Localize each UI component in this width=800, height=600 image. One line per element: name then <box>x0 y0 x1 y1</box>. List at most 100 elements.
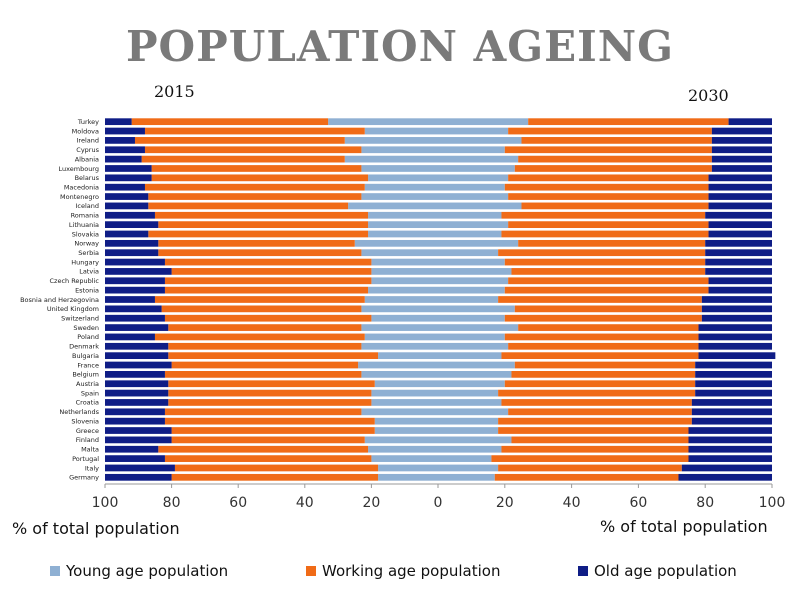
category-label-belarus: Belarus <box>75 174 100 182</box>
bar-2030-working-france <box>514 361 696 369</box>
bar-2015-young-belarus <box>368 174 438 182</box>
category-label-spain: Spain <box>81 389 99 397</box>
bar-2015-old-belgium <box>105 371 165 378</box>
bar-2030-old-portugal <box>688 455 772 462</box>
x-tick-label-left-0: 0 <box>434 495 443 511</box>
bar-2015-old-italy <box>105 464 175 472</box>
bar-2030-young-czech-republic <box>438 277 509 285</box>
bar-2030-young-france <box>438 361 515 369</box>
category-label-bulgaria: Bulgaria <box>72 352 99 360</box>
category-label-latvia: Latvia <box>79 268 99 276</box>
bar-2015-young-greece <box>374 427 438 434</box>
bar-2015-working-poland <box>154 333 365 341</box>
bar-2015-young-italy <box>378 464 438 472</box>
bar-2015-working-luxembourg <box>151 165 362 172</box>
bar-2015-working-hungary <box>164 258 372 266</box>
bar-2030-working-switzerland <box>504 314 702 322</box>
x-tick-label-left-20: 20 <box>362 495 380 511</box>
bar-2015-working-slovakia <box>148 230 369 238</box>
bar-2015-working-austria <box>168 380 375 388</box>
category-label-croatia: Croatia <box>76 399 99 407</box>
legend-swatch-old <box>578 566 588 576</box>
bar-2030-working-cyprus <box>504 146 712 154</box>
category-label-serbia: Serbia <box>78 249 99 257</box>
category-label-hungary: Hungary <box>71 258 99 266</box>
x-axis-title-left: % of total population <box>12 519 180 538</box>
bar-2015-old-lithuania <box>105 221 159 228</box>
bar-2015-old-iceland <box>105 202 149 210</box>
bar-2030-young-latvia <box>438 268 512 275</box>
bar-2030-young-poland <box>438 333 505 341</box>
bar-2030-old-sweden <box>698 324 772 331</box>
bar-2030-young-italy <box>438 464 499 472</box>
category-label-austria: Austria <box>76 380 99 388</box>
bar-2015-working-romania <box>154 211 369 219</box>
bar-2030-old-austria <box>695 380 772 388</box>
bar-2030-old-bosnia-and-herzegovina <box>701 296 772 303</box>
bar-2015-working-turkey <box>131 118 329 126</box>
legend-label-young: Young age population <box>66 562 229 580</box>
bar-2015-old-malta <box>105 445 159 453</box>
bar-2015-working-netherlands <box>164 408 362 416</box>
category-label-france: France <box>77 361 99 369</box>
bar-2030-old-montenegro <box>708 193 772 200</box>
bar-2030-working-hungary <box>504 258 706 266</box>
category-label-germany: Germany <box>69 474 99 482</box>
bar-2030-old-netherlands <box>691 408 772 416</box>
category-label-united-kingdom: United Kingdom <box>47 305 99 313</box>
bar-2015-old-turkey <box>105 118 132 126</box>
legend-item-working: Working age population <box>306 562 500 580</box>
bar-2015-young-hungary <box>371 258 438 266</box>
bar-2015-young-portugal <box>371 455 438 462</box>
bar-2030-old-turkey <box>728 118 772 126</box>
bar-2030-working-slovenia <box>498 417 692 425</box>
category-label-denmark: Denmark <box>69 343 99 351</box>
year-label-2015: 2015 <box>154 82 195 101</box>
bar-2015-old-romania <box>105 211 155 219</box>
bar-2015-working-germany <box>171 473 379 481</box>
bar-2015-working-sweden <box>168 324 362 331</box>
bar-2030-old-slovenia <box>691 417 772 425</box>
bar-2015-working-finland <box>171 436 365 444</box>
bar-2015-old-moldova <box>105 127 145 135</box>
bar-2030-working-estonia <box>504 286 709 294</box>
bar-2015-young-finland <box>364 436 438 444</box>
bar-2030-young-belgium <box>438 371 512 378</box>
bar-2030-old-latvia <box>705 268 772 275</box>
bar-2030-old-belarus <box>708 174 772 182</box>
x-axis-title-right: % of total population <box>600 517 768 536</box>
bar-2030-young-macedonia <box>438 183 505 191</box>
bar-2030-young-romania <box>438 211 502 219</box>
bar-2015-old-ireland <box>105 137 135 144</box>
bar-2030-young-germany <box>438 473 495 481</box>
bar-2030-young-slovakia <box>438 230 502 238</box>
bar-2015-old-serbia <box>105 249 159 257</box>
bar-2030-working-denmark <box>508 342 699 350</box>
bar-2015-young-albania <box>344 155 438 163</box>
bar-2030-working-lithuania <box>508 221 709 228</box>
bar-2015-working-spain <box>168 389 372 397</box>
bar-2015-working-belgium <box>164 371 362 378</box>
bar-2030-working-netherlands <box>508 408 692 416</box>
bar-2030-old-switzerland <box>701 314 772 322</box>
bar-2030-old-romania <box>705 211 772 219</box>
bar-2015-young-switzerland <box>371 314 438 322</box>
bar-2015-old-france <box>105 361 172 369</box>
bar-2015-old-belarus <box>105 174 152 182</box>
bar-2015-working-estonia <box>164 286 369 294</box>
bar-2030-working-spain <box>498 389 696 397</box>
bar-2015-young-lithuania <box>368 221 438 228</box>
x-tick-label-right-20: 20 <box>496 495 514 511</box>
bar-2030-working-moldova <box>508 127 712 135</box>
bar-2015-working-ireland <box>134 137 345 144</box>
bar-2015-working-slovenia <box>164 417 375 425</box>
bar-2015-old-macedonia <box>105 183 145 191</box>
bar-2030-old-norway <box>705 239 772 247</box>
category-label-portugal: Portugal <box>72 455 99 463</box>
bar-2015-old-portugal <box>105 455 165 462</box>
bar-2015-working-denmark <box>168 342 362 350</box>
bar-2015-working-switzerland <box>164 314 372 322</box>
bar-2015-working-malta <box>158 445 369 453</box>
bar-2015-working-bulgaria <box>168 352 379 360</box>
bar-2030-young-finland <box>438 436 512 444</box>
